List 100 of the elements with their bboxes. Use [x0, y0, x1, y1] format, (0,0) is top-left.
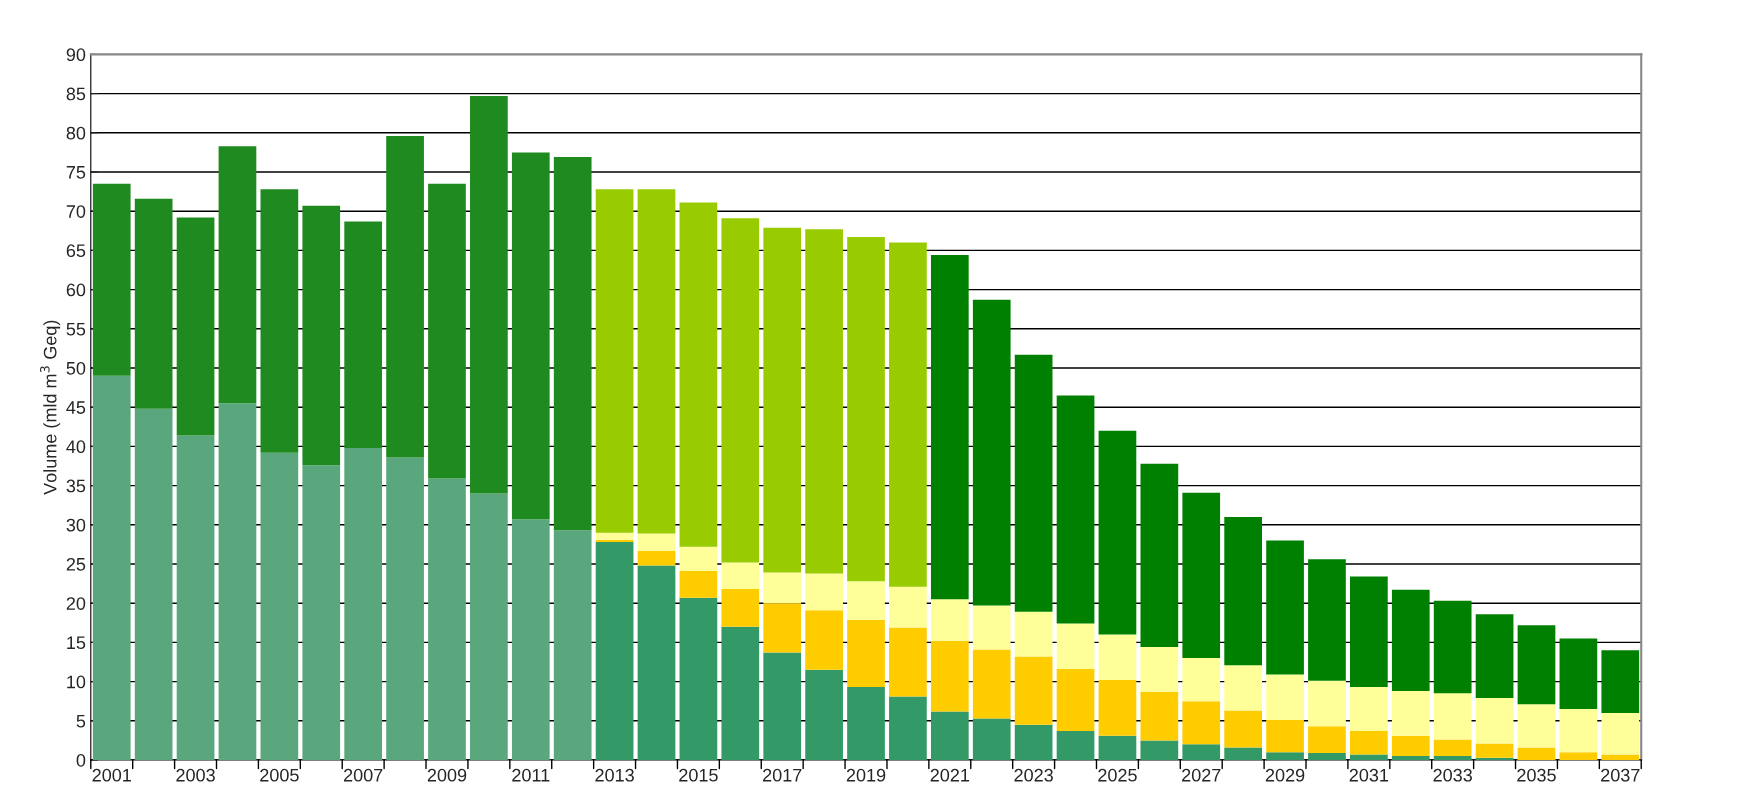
bar — [511, 152, 550, 520]
bar — [1014, 656, 1053, 725]
bar — [1056, 669, 1095, 731]
bar — [721, 626, 760, 760]
bar — [428, 478, 466, 760]
bar — [679, 546, 718, 572]
bar — [805, 229, 843, 574]
bar — [260, 189, 299, 453]
bar — [1182, 492, 1221, 659]
bar — [889, 586, 927, 628]
bar — [92, 375, 131, 760]
bar — [1014, 724, 1053, 760]
bar — [1475, 698, 1514, 744]
bar — [1266, 674, 1304, 721]
bar — [1308, 726, 1346, 753]
y-tick-label: 80 — [66, 126, 86, 140]
bar — [679, 571, 718, 598]
bar — [930, 711, 969, 760]
bar — [1182, 658, 1221, 702]
bar — [1433, 739, 1472, 757]
bar — [763, 603, 802, 653]
bar — [972, 649, 1011, 719]
bar — [721, 218, 760, 563]
y-tick-label: 20 — [66, 597, 86, 610]
bar — [260, 452, 299, 760]
bar — [1308, 752, 1346, 760]
bar — [1182, 701, 1221, 745]
bar — [1391, 735, 1430, 757]
bar — [1140, 463, 1179, 648]
bar — [721, 562, 760, 590]
y-tick-label: 60 — [66, 283, 86, 297]
bar — [930, 599, 969, 641]
x-tick-label: 2015 — [679, 768, 718, 782]
bar — [1140, 740, 1179, 760]
bar — [805, 669, 843, 760]
bar — [1140, 647, 1179, 692]
bar — [1475, 614, 1514, 699]
bar — [1266, 752, 1304, 760]
y-tick-label: 40 — [66, 440, 86, 454]
bar — [1098, 430, 1137, 635]
x-tick-label: 2023 — [1014, 768, 1053, 782]
y-tick-label: 35 — [66, 479, 86, 493]
x-tick-label: 2037 — [1601, 768, 1640, 782]
x-tick-label: 2017 — [763, 768, 802, 782]
bar — [847, 581, 885, 620]
y-tick-label: 45 — [66, 401, 86, 414]
bar — [1559, 638, 1598, 710]
bar — [1601, 754, 1640, 760]
bar — [1601, 650, 1640, 713]
bar — [889, 242, 927, 587]
bar — [176, 217, 215, 436]
bar — [1224, 710, 1263, 748]
bar — [344, 221, 383, 448]
bar — [805, 610, 843, 670]
bar — [889, 696, 927, 760]
bar — [1182, 744, 1221, 760]
bar — [428, 183, 466, 479]
bar — [1098, 634, 1137, 681]
x-tick-label: 2033 — [1433, 768, 1472, 782]
bar — [1014, 354, 1053, 612]
bar — [1098, 680, 1137, 736]
y-axis-title: Volume (mld m$^{3}$ Geq) — [40, 320, 61, 495]
y-tick-label: 55 — [66, 322, 86, 336]
bar — [637, 533, 676, 551]
bar — [1475, 743, 1514, 758]
bar — [92, 183, 131, 376]
bar — [1559, 709, 1598, 753]
bar — [1517, 704, 1556, 748]
y-tick-label: 70 — [66, 205, 86, 218]
bar — [218, 146, 257, 404]
bar — [763, 227, 802, 573]
bar — [134, 408, 173, 760]
y-tick-label: 15 — [67, 636, 86, 650]
bar — [1056, 623, 1095, 670]
bar — [470, 95, 508, 494]
bar — [1433, 693, 1472, 740]
bar — [176, 435, 215, 760]
bar — [134, 198, 173, 409]
bar — [1056, 730, 1095, 760]
y-tick-label: 5 — [76, 714, 86, 728]
bar — [1559, 752, 1598, 760]
y-tick-label: 65 — [66, 244, 86, 258]
bar — [1391, 756, 1430, 760]
bar — [1308, 559, 1346, 681]
bar — [1433, 600, 1472, 694]
bar — [1433, 756, 1472, 760]
x-tick-label: 2001 — [92, 768, 131, 782]
bar — [553, 157, 592, 531]
bar — [553, 530, 592, 760]
bar — [847, 687, 885, 760]
bar — [218, 403, 257, 760]
y-tick-label: 25 — [66, 557, 86, 571]
bar — [302, 205, 341, 466]
bar — [1517, 747, 1556, 760]
bar — [1517, 625, 1556, 705]
x-tick-label: 2025 — [1098, 768, 1137, 782]
bar — [972, 718, 1011, 760]
bar — [972, 299, 1011, 606]
bar — [1014, 611, 1053, 657]
bar — [470, 493, 508, 760]
